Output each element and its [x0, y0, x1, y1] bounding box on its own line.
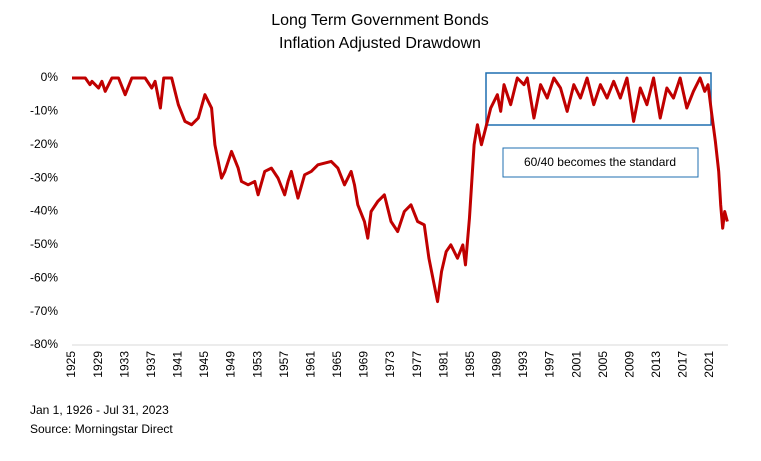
y-tick-label: -20% [30, 137, 58, 151]
data-line [72, 76, 729, 304]
x-tick-label: 1937 [144, 351, 158, 378]
x-tick-label: 1985 [463, 351, 477, 378]
x-tick-label: 1957 [277, 351, 291, 378]
x-tick-label: 1977 [410, 351, 424, 378]
x-tick-label: 1949 [224, 351, 238, 378]
x-tick-label: 1925 [64, 351, 78, 378]
x-tick-label: 2013 [649, 351, 663, 378]
x-tick-label: 1973 [383, 351, 397, 378]
footnote: Jan 1, 1926 - Jul 31, 2023 [30, 403, 169, 417]
y-tick-label: -40% [30, 204, 58, 218]
x-tick-label: 2009 [622, 351, 636, 378]
x-tick-label: 2021 [702, 351, 716, 378]
x-tick-label: 1933 [117, 351, 131, 378]
x-tick-label: 2005 [596, 351, 610, 378]
x-tick-label: 1993 [516, 351, 530, 378]
x-tick-label: 1997 [543, 351, 557, 378]
x-tick-label: 1945 [197, 351, 211, 378]
y-tick-label: 0% [41, 70, 59, 84]
y-tick-label: -30% [30, 170, 58, 184]
x-tick-label: 2017 [676, 351, 690, 378]
y-tick-label: -10% [30, 104, 58, 118]
annotation: 60/40 becomes the standard [524, 155, 676, 169]
y-tick-label: -70% [30, 304, 58, 318]
x-tick-label: 1989 [490, 351, 504, 378]
annotation-box [502, 147, 699, 178]
x-tick-label: 1961 [303, 351, 317, 378]
x-tick-label: 1953 [250, 351, 264, 378]
chart-subtitle: Inflation Adjusted Drawdown [279, 35, 481, 52]
x-tick-label: 1929 [91, 351, 105, 378]
x-tick-label: 1969 [357, 351, 371, 378]
y-tick-label: -50% [30, 237, 58, 251]
footnote: Source: Morningstar Direct [30, 422, 173, 436]
x-tick-label: 2001 [569, 351, 583, 378]
y-tick-label: -60% [30, 270, 58, 284]
x-tick-label: 1981 [436, 351, 450, 378]
x-tick-label: 1941 [171, 351, 185, 378]
x-tick-label: 1965 [330, 351, 344, 378]
chart-title: Long Term Government Bonds [271, 12, 489, 29]
y-tick-label: -80% [30, 337, 58, 351]
